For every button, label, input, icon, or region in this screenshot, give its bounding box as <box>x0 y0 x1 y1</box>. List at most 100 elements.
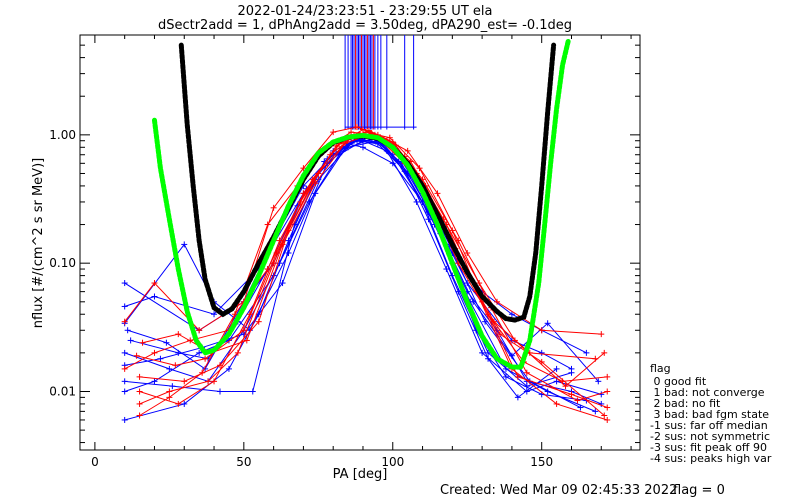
blue-series-point <box>157 355 164 362</box>
blue-series-point <box>312 190 319 197</box>
red-series-point <box>270 204 277 211</box>
blue-series-point <box>121 303 128 310</box>
blue-series-point <box>285 250 292 257</box>
blue-series-point <box>181 241 188 248</box>
red-series-point <box>211 378 218 385</box>
y-tick-label: 0.10 <box>49 256 76 270</box>
blue-series-point <box>523 383 530 390</box>
blue-series-point <box>514 394 521 401</box>
red-series-point <box>485 311 492 318</box>
legend-entry: -1 sus: far off median <box>650 419 768 432</box>
red-series-point <box>196 327 203 334</box>
red-series-point <box>601 349 608 356</box>
legend-entry: -2 sus: not symmetric <box>650 430 770 443</box>
red-series-point <box>300 165 307 172</box>
blue-series-point <box>553 378 560 385</box>
red-series-point <box>199 369 206 376</box>
green-fit-curve <box>151 37 572 370</box>
red-series-point <box>121 365 128 372</box>
blue-series-point <box>151 378 158 385</box>
blue-series-point <box>592 408 599 415</box>
blue-series-point <box>544 320 551 327</box>
blue-series-line <box>124 138 581 408</box>
chart-title-line2: dSectr2add = 1, dPhAng2add = 3.50deg, dP… <box>158 18 572 33</box>
blue-series-point <box>485 349 492 356</box>
footer-flag: flag = 0 <box>673 483 725 498</box>
vertical-lines-layer <box>344 35 417 130</box>
red-series-point <box>553 400 560 407</box>
red-series-point <box>133 352 140 359</box>
red-series-point <box>601 412 608 419</box>
red-series-point <box>568 391 575 398</box>
blue-series-point <box>595 378 602 385</box>
blue-series-point <box>449 272 456 279</box>
blue-series-point <box>211 311 218 318</box>
red-series-point <box>604 404 611 411</box>
red-series-point <box>202 355 209 362</box>
red-series-point <box>327 151 334 158</box>
blue-series-point <box>124 327 131 334</box>
blue-series-point <box>127 337 134 344</box>
red-series-point <box>279 241 286 248</box>
blue-series-point <box>523 388 530 395</box>
legend-heading: flag <box>650 362 671 375</box>
y-tick-label: 0.01 <box>49 384 76 398</box>
blue-series-line <box>124 140 596 412</box>
red-series-point <box>231 311 238 318</box>
red-series-point <box>434 190 441 197</box>
blue-series-point <box>181 400 188 407</box>
red-series-point <box>464 250 471 257</box>
red-series-point <box>139 339 146 346</box>
blue-series-point <box>163 339 170 346</box>
x-tick-label: 100 <box>381 455 404 469</box>
red-series-point <box>151 349 158 356</box>
blue-series-point <box>568 369 575 376</box>
blue-series-point <box>553 365 560 372</box>
red-series-point <box>181 378 188 385</box>
red-series-point <box>604 388 611 395</box>
red-series-point <box>365 127 372 134</box>
red-series-point <box>136 373 143 380</box>
blue-series-point <box>169 383 176 390</box>
red-series-point <box>342 140 349 147</box>
legend-entry: -3 sus: fit peak off 90 <box>650 441 767 454</box>
red-series-point <box>297 198 304 205</box>
red-series-point <box>234 349 241 356</box>
x-tick-label: 150 <box>530 455 553 469</box>
red-series-point <box>166 388 173 395</box>
red-series-point <box>604 416 611 423</box>
blue-series-point <box>217 388 223 395</box>
blue-series-point <box>121 378 128 385</box>
legend-entry: 1 bad: not converge <box>650 386 765 399</box>
x-axis-label: PA [deg] <box>333 467 388 482</box>
blue-series-point <box>508 352 515 359</box>
red-series-point <box>243 337 250 344</box>
blue-series-point <box>479 349 486 356</box>
red-series-point <box>136 412 143 419</box>
data-series-layer <box>121 124 611 423</box>
blue-series-point <box>485 355 492 362</box>
fit-curve-layer <box>151 37 572 370</box>
blue-series-point <box>121 388 128 395</box>
red-series-point <box>598 331 605 338</box>
red-series-point <box>511 337 518 344</box>
blue-series-point <box>502 373 509 380</box>
red-series-point <box>348 129 355 136</box>
blue-series-point <box>121 416 128 423</box>
blue-series-point <box>413 198 420 205</box>
red-series-point <box>312 180 319 187</box>
red-series-point <box>416 165 423 172</box>
red-series-point <box>330 129 337 136</box>
red-series-point <box>172 362 179 369</box>
x-tick-label: 50 <box>236 455 251 469</box>
blue-series-point <box>279 280 286 287</box>
red-series-point <box>497 331 503 338</box>
red-series-point <box>562 383 569 390</box>
blue-series-point <box>121 280 128 287</box>
red-series-line <box>139 131 608 408</box>
footer-created: Created: Wed Mar 09 02:45:33 2022 <box>440 483 677 498</box>
blue-series-point <box>443 266 450 273</box>
blue-series-point <box>196 349 203 356</box>
blue-series-point <box>225 365 232 372</box>
